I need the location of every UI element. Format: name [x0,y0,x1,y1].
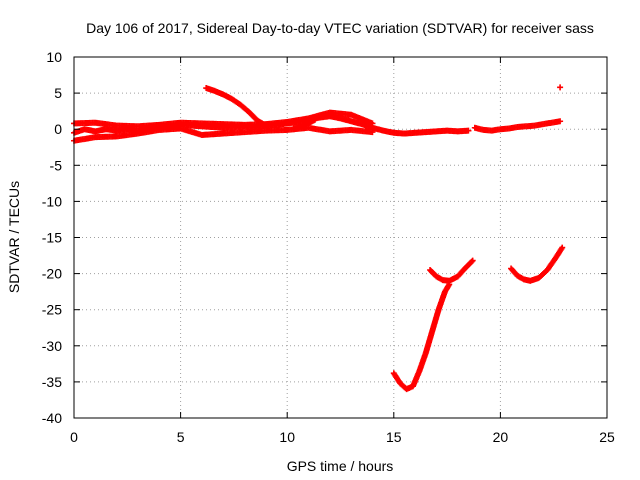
y-tick-label: -10 [42,193,62,209]
y-axis-label: SDTVAR / TECUs [6,181,22,293]
series-5 [290,116,318,132]
x-tick-label: 5 [177,429,185,445]
data-point [557,118,564,125]
data-point [468,258,475,265]
x-tick-label: 25 [599,429,615,445]
x-axis-label: GPS time / hours [287,458,394,474]
data-point [559,244,566,251]
y-tick-label: -35 [42,374,62,390]
y-tick-label: -15 [42,230,62,246]
series-7 [427,257,476,284]
data-point [369,120,376,127]
x-tick-label: 10 [279,429,295,445]
y-tick-label: -40 [42,410,62,426]
y-tick-label: -20 [42,266,62,282]
y-tick-labels: 10 5 0 -5 -10 -15 -20 -25 -30 -35 -40 [42,49,62,426]
data-point [557,84,564,91]
x-tick-label: 15 [386,429,402,445]
data-point [465,127,472,134]
y-tick-label: -30 [42,338,62,354]
series-3 [471,118,564,134]
y-tick-label: 10 [46,49,62,65]
x-tick-labels: 0 5 10 15 20 25 [70,429,615,445]
data-point [262,122,269,129]
x-tick-label: 0 [70,429,78,445]
series-1 [71,109,376,130]
y-tick-label: 0 [54,121,62,137]
axis-ticks [73,56,608,419]
data-point [311,116,318,123]
y-tick-label: -25 [42,302,62,318]
series-4 [203,85,269,129]
data-point [469,257,476,264]
series-9 [557,84,564,91]
chart-title: Day 106 of 2017, Sidereal Day-to-day VTE… [86,20,594,36]
x-tick-label: 20 [493,429,509,445]
data-points [71,84,566,393]
series-6 [390,281,453,393]
y-tick-label: 5 [54,85,62,101]
y-tick-label: -5 [50,157,63,173]
series-8 [508,244,566,284]
data-point [369,129,376,136]
